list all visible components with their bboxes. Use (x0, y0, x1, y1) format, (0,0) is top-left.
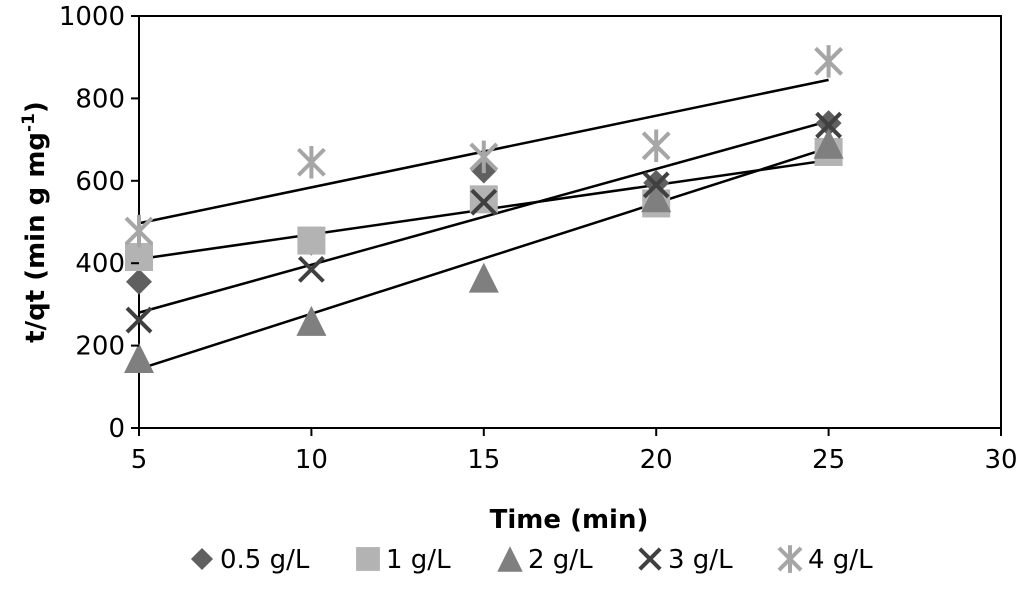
data-point (125, 243, 153, 272)
data-point (469, 140, 499, 174)
data-point (296, 146, 326, 179)
data-point (125, 306, 153, 334)
legend-marker (497, 546, 523, 572)
x-tick-label: 15 (467, 445, 500, 475)
legend-marker (190, 547, 214, 571)
data-point (296, 305, 327, 336)
data-point (642, 171, 670, 199)
data-point (297, 255, 325, 283)
plot-border (138, 15, 1002, 429)
data-point (814, 45, 844, 78)
plot-area (138, 15, 1002, 429)
y-tick-label: 0 (108, 414, 125, 444)
x-tick-label: 25 (812, 445, 845, 475)
data-point (124, 342, 154, 373)
legend-marker (356, 547, 380, 571)
y-tick-label: 800 (75, 84, 125, 114)
trendline (138, 146, 829, 371)
legend-item: 1 g/L (356, 545, 451, 575)
y-axis-title-superscript: -1 (19, 113, 39, 132)
data-point (297, 226, 326, 255)
x-tick-label: 30 (984, 445, 1017, 475)
data-point (126, 268, 152, 295)
y-axis-title-close: ) (21, 101, 51, 113)
legend-item: 2 g/L (497, 545, 593, 575)
data-point (641, 182, 672, 213)
data-markers (124, 45, 844, 373)
x-axis: 5 10 15 20 25 30 (131, 428, 1018, 475)
fit-lines (138, 78, 829, 371)
legend: 0.5 g/L 1 g/L 2 g/L 3 g/L 4 g/L (190, 545, 873, 575)
y-axis-title: t/qt (min g mg-1) (19, 101, 51, 343)
legend-label: 1 g/L (386, 545, 451, 575)
trendline (138, 119, 829, 314)
y-tick-label: 200 (75, 332, 125, 362)
legend-label: 3 g/L (668, 545, 733, 575)
legend-marker (777, 545, 803, 573)
legend-marker (638, 547, 662, 571)
y-axis: 0 200 400 600 800 1000 (59, 2, 139, 444)
y-tick-label: 400 (75, 249, 125, 279)
y-tick-label: 1000 (59, 2, 125, 32)
legend-item: 3 g/L (638, 545, 733, 575)
x-axis-title: Time (min) (490, 505, 649, 535)
legend-label: 4 g/L (808, 545, 873, 575)
data-point (470, 188, 498, 216)
x-tick-label: 5 (131, 445, 148, 475)
y-axis-title-main: t/qt (min g mg (21, 132, 51, 343)
x-tick-label: 20 (640, 445, 673, 475)
data-point (124, 214, 154, 248)
data-point (468, 262, 499, 293)
y-tick-label: 600 (75, 167, 125, 197)
legend-item: 4 g/L (777, 545, 873, 575)
data-point (813, 128, 844, 159)
legend-label: 0.5 g/L (220, 545, 310, 575)
data-point (641, 129, 671, 163)
x-tick-label: 10 (295, 445, 328, 475)
legend-item: 0.5 g/L (190, 545, 310, 575)
legend-label: 2 g/L (528, 545, 593, 575)
data-point (469, 185, 498, 214)
data-point (815, 111, 843, 139)
